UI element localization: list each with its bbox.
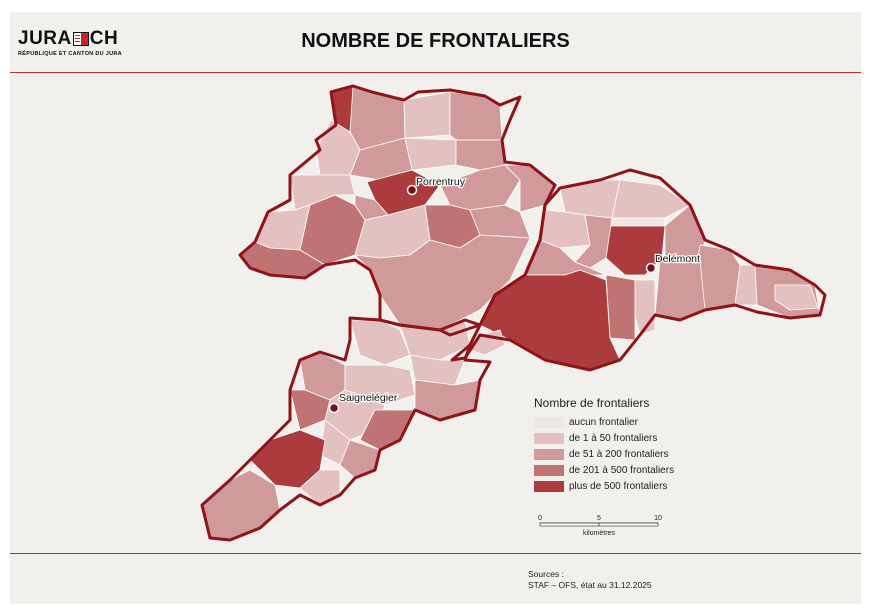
legend-item: de 1 à 50 frontaliers [534,430,674,446]
footer: Sources : STAF – OFS, état au 31.12.2025 [10,553,861,605]
legend-swatch [534,432,564,444]
commune-region[interactable] [654,259,706,321]
city-label-porrentruy: Porrentruy [416,176,466,188]
legend-swatch [534,464,564,476]
commune-region[interactable] [611,179,691,219]
logo-text-right: CH [89,28,119,49]
scale-tick-label: 5 [597,515,601,522]
commune-region[interactable] [609,217,666,227]
canton-border-north [238,84,557,337]
commune-region[interactable] [354,234,531,331]
scale-bar-segment [539,522,600,527]
legend-item: plus de 500 frontaliers [534,478,674,494]
city-marker-saignelegier [328,402,340,414]
legend-item: aucun frontalier [534,414,674,430]
sources-label: Sources : [528,569,564,579]
map-legend: Nombre de frontaliers aucun frontalier d… [534,396,674,494]
legend-label: plus de 500 frontaliers [569,480,668,492]
logo-subtitle: RÉPUBLIQUE ET CANTON DU JURA [18,51,122,57]
legend-swatch [534,416,564,428]
commune-region[interactable] [249,429,326,489]
legend-label: de 1 à 50 frontaliers [569,432,658,444]
sources-note: Sources : STAF – OFS, état au 31.12.2025 [528,569,652,591]
jura-flag-icon [72,32,89,46]
legend-title: Nombre de frontaliers [534,396,650,410]
commune-region[interactable] [605,274,636,341]
legend-label: de 201 à 500 frontaliers [569,464,675,476]
city-marker-delemont [645,262,657,274]
legend-item: de 201 à 500 frontaliers [534,462,674,478]
header: JURA CH RÉPUBLIQUE ET CANTON DU JURA NOM… [10,12,861,73]
jura-logo: JURA CH RÉPUBLIQUE ET CANTON DU JURA [18,28,122,57]
scale-tick-label: 10 [654,515,662,522]
city-label-delemont: Delémont [655,253,700,265]
commune-region[interactable] [201,469,281,541]
commune-region[interactable] [404,137,457,171]
sources-text: STAF – OFS, état au 31.12.2025 [528,580,652,590]
scale-bar-segment [598,522,659,527]
legend-label: de 51 à 200 frontaliers [569,448,669,460]
legend-item: de 51 à 200 frontaliers [534,446,674,462]
city-marker-porrentruy [406,184,418,196]
legend-label: aucun frontalier [569,416,638,428]
commune-region[interactable] [479,269,621,371]
commune-region[interactable] [455,139,506,171]
canton-border-south [200,316,492,542]
scale-unit: kilomètres [583,530,615,537]
scale-bar: 0 5 10 kilomètres [538,515,662,537]
page-title: NOMBRE DE FRONTALIERS [301,30,570,52]
canton-border-east [450,168,827,372]
commune-region[interactable] [539,209,591,249]
legend-swatch [534,448,564,460]
commune-region[interactable] [774,284,819,311]
logo-text-left: JURA [18,28,72,49]
commune-region[interactable] [403,91,451,139]
scale-tick-label: 0 [538,515,542,522]
city-label-saignelegier: Saignelégier [339,392,398,404]
commune-region[interactable] [449,91,503,141]
commune-region[interactable] [469,204,531,239]
legend-swatch [534,480,564,492]
